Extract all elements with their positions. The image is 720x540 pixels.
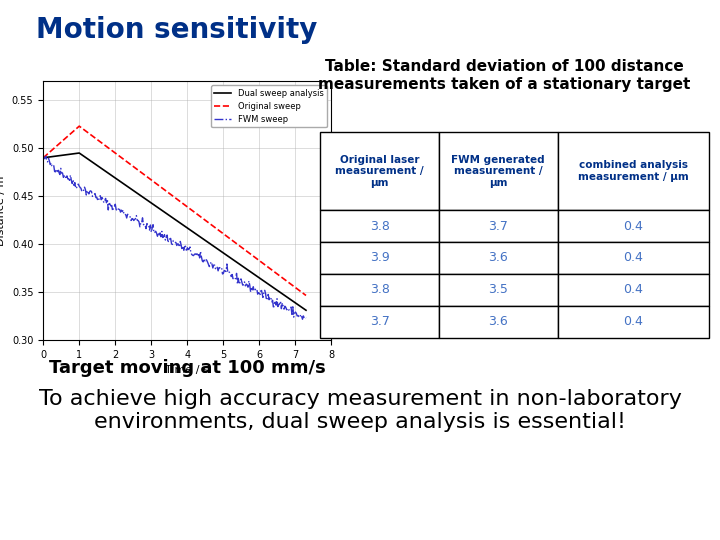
FWM sweep	[195, 255, 204, 261]
Text: 3.8: 3.8	[370, 284, 390, 296]
Line: Dual sweep analysis: Dual sweep analysis	[43, 153, 306, 310]
Original sweep	[75, 123, 84, 130]
Text: 3.7: 3.7	[370, 315, 390, 328]
Dual sweep analysis	[40, 154, 48, 161]
Dual sweep analysis	[197, 234, 205, 240]
Text: To achieve high accuracy measurement in non-laboratory
environments, dual sweep : To achieve high accuracy measurement in …	[39, 389, 681, 432]
FWM sweep	[40, 156, 48, 162]
Legend: Dual sweep analysis, Original sweep, FWM sweep: Dual sweep analysis, Original sweep, FWM…	[211, 85, 327, 127]
FWM sweep	[298, 316, 307, 322]
X-axis label: Time / s: Time / s	[166, 366, 209, 375]
Original sweep	[39, 154, 48, 161]
Dual sweep analysis	[195, 233, 204, 240]
Text: Table: Standard deviation of 100 distance
measurements taken of a stationary tar: Table: Standard deviation of 100 distanc…	[318, 59, 690, 92]
FWM sweep	[201, 258, 210, 264]
Dual sweep analysis	[201, 237, 210, 244]
FWM sweep	[302, 315, 310, 321]
Text: Target moving at 100 mm/s: Target moving at 100 mm/s	[49, 359, 325, 377]
Text: 3.6: 3.6	[488, 315, 508, 328]
Text: 3.9: 3.9	[370, 252, 390, 265]
Dual sweep analysis	[261, 279, 270, 286]
Dual sweep analysis	[39, 154, 48, 161]
Original sweep	[302, 292, 310, 299]
FWM sweep	[278, 300, 287, 306]
Text: 0.4: 0.4	[624, 220, 644, 233]
Text: 0.4: 0.4	[624, 284, 644, 296]
Text: 0.4: 0.4	[624, 315, 644, 328]
Dual sweep analysis	[278, 291, 287, 297]
FWM sweep	[39, 153, 48, 160]
Text: combined analysis
measurement / μm: combined analysis measurement / μm	[578, 160, 689, 182]
Dual sweep analysis	[75, 150, 84, 156]
Text: FWM generated
measurement /
μm: FWM generated measurement / μm	[451, 154, 545, 188]
Original sweep	[197, 213, 205, 220]
FWM sweep	[261, 290, 270, 296]
Line: FWM sweep: FWM sweep	[43, 156, 306, 319]
Original sweep	[261, 262, 270, 268]
Original sweep	[195, 213, 204, 219]
Text: Motion sensitivity: Motion sensitivity	[36, 16, 318, 44]
Text: 3.5: 3.5	[488, 284, 508, 296]
Original sweep	[278, 274, 287, 281]
Text: 3.7: 3.7	[488, 220, 508, 233]
Dual sweep analysis	[302, 307, 310, 314]
Text: 3.6: 3.6	[488, 252, 508, 265]
Line: Original sweep: Original sweep	[43, 126, 306, 295]
Original sweep	[40, 154, 48, 160]
Text: Original laser
measurement /
μm: Original laser measurement / μm	[336, 154, 424, 188]
Y-axis label: Distance / m: Distance / m	[0, 176, 6, 246]
FWM sweep	[42, 153, 50, 159]
Text: 0.4: 0.4	[624, 252, 644, 265]
FWM sweep	[197, 248, 205, 254]
Text: 3.8: 3.8	[370, 220, 390, 233]
Original sweep	[201, 217, 210, 223]
